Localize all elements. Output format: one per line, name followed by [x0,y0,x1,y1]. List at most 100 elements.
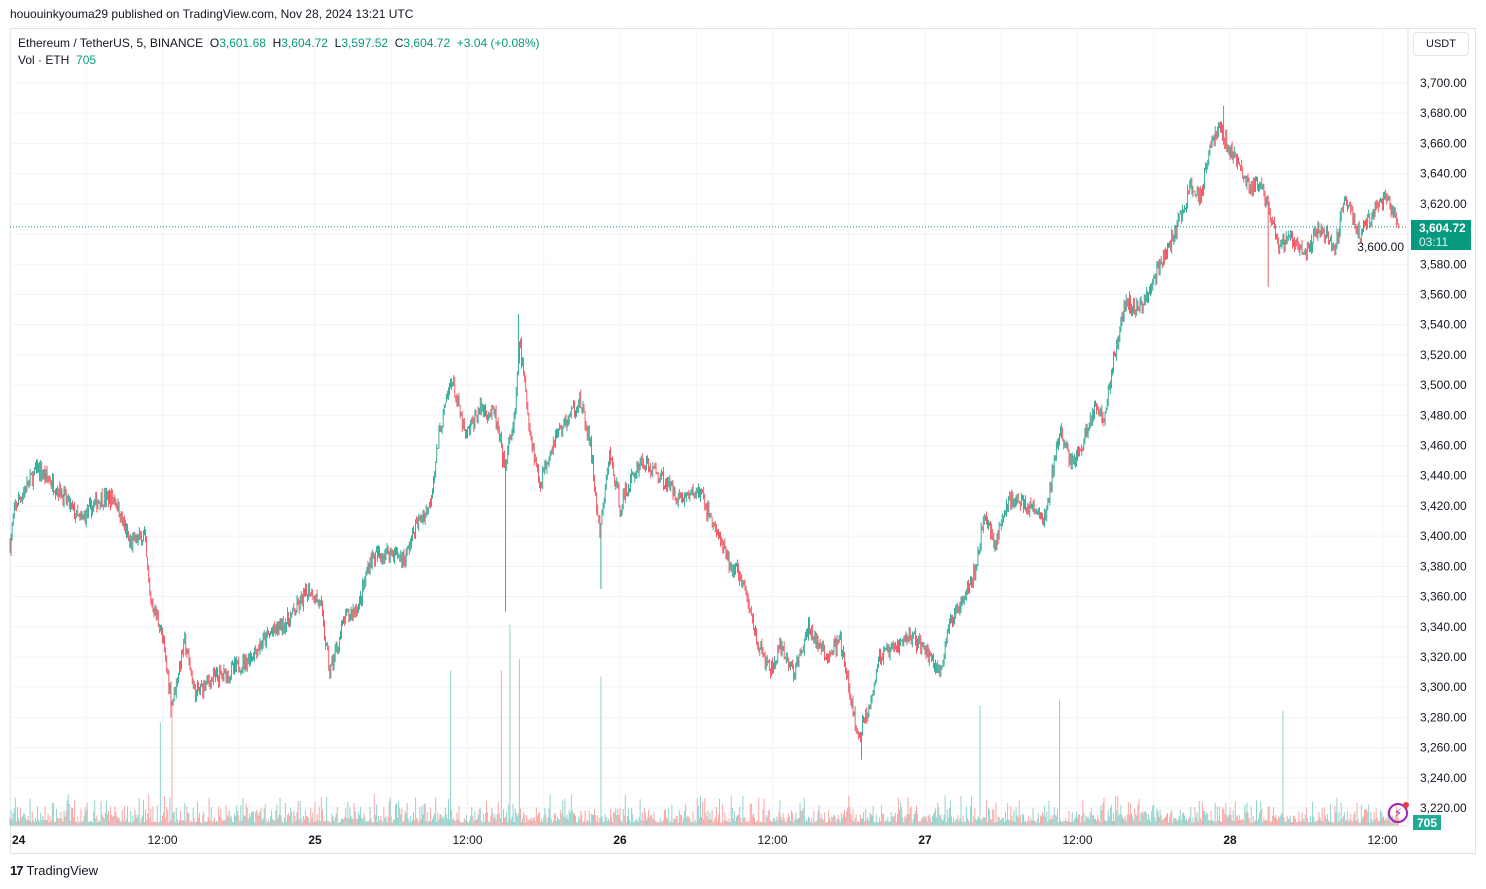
volume-bar [207,817,209,826]
volume-bar [907,797,909,826]
last-price-value: 3,604.72 [1419,221,1466,235]
volume-bar [1162,819,1164,826]
volume-bar [967,820,969,826]
volume-bar [1287,819,1289,826]
volume-bar [869,812,871,826]
volume-bar [705,812,707,826]
volume-bar [892,816,894,826]
volume-bar [958,821,960,826]
volume-bar [22,816,24,826]
volume-bar [382,821,384,826]
volume-bar [373,793,375,826]
volume-bar [1151,810,1153,826]
volume-bar [116,816,118,826]
volume-bar [1114,820,1116,826]
volume-bar [103,818,105,826]
volume-bar [739,806,741,826]
volume-bar [1031,820,1033,826]
volume-bar [626,815,628,826]
volume-bar [650,814,652,826]
volume-bar [557,816,559,826]
volume-bar [899,809,901,826]
volume-bar [539,812,541,826]
volume-bar [172,812,174,826]
volume-bar [1074,817,1076,826]
volume-bar [1361,818,1363,826]
volume-bar [1078,814,1080,826]
volume-bar [140,817,142,826]
volume-bar [1085,815,1087,826]
volume-bar [477,814,479,826]
volume-bar [1043,814,1045,826]
volume-bar [1016,815,1018,826]
volume-bar [1312,801,1314,826]
volume-bar [1365,809,1367,826]
volume-bar [15,821,17,826]
volume-bar [768,809,770,826]
volume-bar [27,815,29,826]
volume-bar [1380,812,1382,826]
volume-bar [929,817,931,826]
volume-bar [1167,813,1169,826]
volume-bar [1305,807,1307,826]
volume-bar [333,821,335,826]
price-tick-label: 3,520.00 [1420,348,1467,362]
volume-bar [986,822,988,826]
volume-bar [405,813,407,826]
volume-bar [1101,810,1103,826]
volume-bar [659,817,661,826]
time-axis: 24 12:00 25 12:00 26 12:00 27 12:00 28 12:00 [12,833,1398,847]
price-tick-label: 3,220.00 [1420,801,1467,815]
footer-brand[interactable]: 17 TradingView [10,863,98,878]
volume-bar [848,795,850,826]
volume-bar [590,813,592,826]
volume-bar [57,817,59,826]
volume-bar [56,808,58,826]
volume-bar [393,819,395,826]
symbol-title[interactable]: Ethereum / TetherUS, 5, BINANCE [18,36,204,50]
volume-bar [1386,820,1388,826]
volume-bar [1001,817,1003,826]
volume-bar [235,815,237,826]
volume-bar [17,817,19,826]
volume-bar [192,807,194,826]
volume-bar [839,822,841,826]
volume-bar [741,822,743,826]
volume-bar [439,814,441,826]
lightning-bolt-icon[interactable]: ⚡ [1388,802,1409,823]
volume-bar [1172,822,1174,826]
volume-bar [270,816,272,826]
volume-bar [1309,815,1311,826]
volume-bar [1179,809,1181,826]
volume-bar [1200,820,1202,826]
volume-bar [1126,814,1128,826]
volume-bar [995,802,997,826]
volume-bar [497,802,499,826]
volume-bar [1004,811,1006,826]
open-label: O [209,36,220,50]
volume-bar [643,807,645,826]
volume-bar [868,820,870,826]
volume-bar [916,805,918,826]
volume-bar [348,818,350,826]
volume-bar [138,798,140,826]
volume-bar [450,670,452,826]
volume-bar [851,820,853,826]
volume-bar [328,820,330,826]
volume-bar [296,812,298,826]
currency-button[interactable]: USDT [1413,32,1469,56]
volume-bar [403,821,405,826]
volume-label[interactable]: Vol · ETH [18,53,70,67]
volume-bar [849,806,851,826]
volume-bar [406,802,408,826]
volume-bar [63,811,65,826]
volume-bar [1129,803,1131,826]
volume-bar [678,810,680,826]
volume-bar [364,816,366,826]
volume-bar [1372,822,1374,826]
volume-bar [147,813,149,826]
volume-bar [1095,818,1097,826]
volume-bar [873,822,875,826]
volume-bar [1345,820,1347,826]
